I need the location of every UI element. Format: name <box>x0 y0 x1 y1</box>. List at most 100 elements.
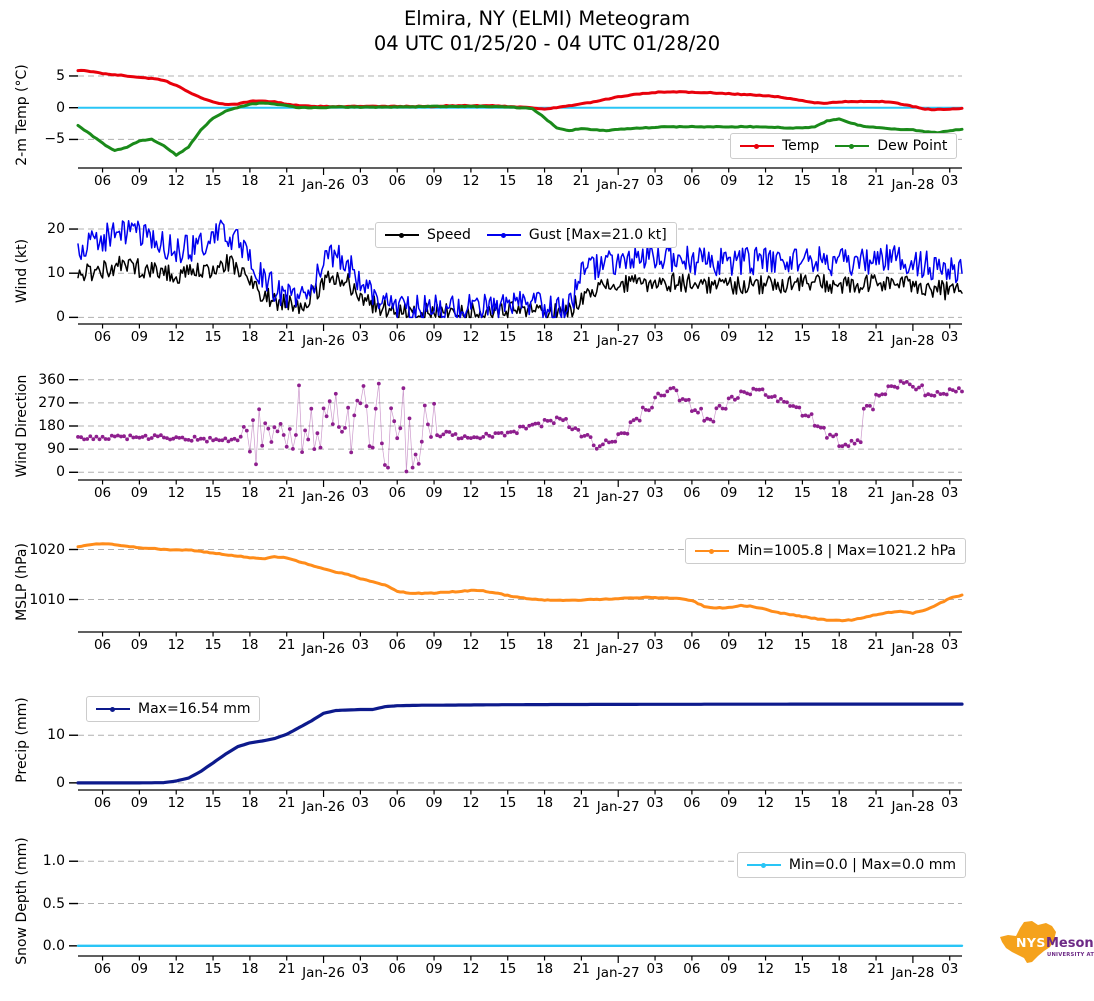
legend-item: Gust [Max=21.0 kt] <box>486 227 667 243</box>
x-tick-label: 09 <box>130 961 148 977</box>
legend-swatch <box>835 144 870 149</box>
legend-label: Gust [Max=21.0 kt] <box>528 227 667 243</box>
x-tick-label: 21 <box>867 329 885 345</box>
x-tick-label: 06 <box>683 485 701 501</box>
x-tick-label: Jan-28 <box>891 965 935 981</box>
logo-nys-text: NYS <box>1016 935 1046 950</box>
x-tick-label: 15 <box>204 173 222 189</box>
x-tick-label: 09 <box>720 329 738 345</box>
x-tick-label: Jan-27 <box>596 641 640 657</box>
x-tick-label: 06 <box>93 329 112 345</box>
x-tick-label: 15 <box>499 485 517 501</box>
x-tick-label: 03 <box>646 485 664 501</box>
x-tick-label: 12 <box>462 329 480 345</box>
x-tick-label: 03 <box>941 637 959 653</box>
x-tick-label: 03 <box>646 173 664 189</box>
x-tick-label: 18 <box>535 795 554 811</box>
x-tick-label: 21 <box>278 173 296 189</box>
y-tick-label: 0 <box>56 774 65 791</box>
x-tick-label: 12 <box>167 485 185 501</box>
x-tick-label: 06 <box>388 961 406 977</box>
legend-precip[interactable]: Max=16.54 mm <box>86 696 261 722</box>
x-tick-label: Jan-27 <box>596 489 640 505</box>
x-tick-label: 15 <box>204 961 222 977</box>
x-tick-label: 21 <box>278 961 296 977</box>
x-tick-label: 06 <box>93 637 112 653</box>
x-tick-label: 18 <box>535 485 554 501</box>
y-tick-label: 1.0 <box>42 853 65 870</box>
x-tick-label: 12 <box>462 485 480 501</box>
x-tick-label: 09 <box>720 961 738 977</box>
y-tick-label: 270 <box>38 394 65 411</box>
x-tick-label: Jan-28 <box>891 641 935 657</box>
x-tick-label: 15 <box>793 173 811 189</box>
x-tick-label: 12 <box>756 961 775 977</box>
x-tick-label: 18 <box>241 173 259 189</box>
legend-label: Dew Point <box>877 138 948 154</box>
y-tick-label: 180 <box>38 418 65 434</box>
x-tick-label: 15 <box>204 485 222 501</box>
x-tick-label: 12 <box>462 795 480 811</box>
x-tick-label: 09 <box>425 795 443 811</box>
x-tick-label: 09 <box>425 961 443 977</box>
x-tick-label: Jan-27 <box>596 799 640 815</box>
x-tick-label: 03 <box>941 173 959 189</box>
x-tick-label: 15 <box>499 637 517 653</box>
x-tick-label: Jan-27 <box>596 177 640 193</box>
x-tick-label: 12 <box>167 637 185 653</box>
x-tick-label: Jan-28 <box>891 177 935 193</box>
x-tick-label: 12 <box>462 637 480 653</box>
x-tick-label: 21 <box>572 173 590 189</box>
x-tick-label: 09 <box>130 329 148 345</box>
x-tick-label: Jan-26 <box>302 333 345 349</box>
x-tick-label: 15 <box>793 637 811 653</box>
legend-item: Min=1005.8 | Max=1021.2 hPa <box>695 543 956 559</box>
legend-label: Min=0.0 | Max=0.0 mm <box>788 857 956 873</box>
legend-label: Max=16.54 mm <box>138 701 251 717</box>
x-tick-label: 15 <box>499 795 517 811</box>
legend-temperature[interactable]: Temp Dew Point <box>730 133 958 159</box>
x-tick-label: 12 <box>756 795 775 811</box>
legend-swatch <box>385 233 419 238</box>
x-tick-label: 06 <box>93 485 112 501</box>
x-tick-label: 15 <box>204 637 222 653</box>
x-tick-label: 18 <box>535 329 554 345</box>
x-tick-label: 21 <box>867 637 885 653</box>
x-tick-label: 06 <box>388 485 406 501</box>
x-tick-label: Jan-26 <box>302 799 345 815</box>
legend-wind[interactable]: Speed Gust [Max=21.0 kt] <box>375 222 677 248</box>
x-tick-label: Jan-28 <box>891 333 935 349</box>
x-tick-label: 21 <box>278 795 296 811</box>
x-tick-label: 06 <box>683 173 701 189</box>
x-tick-label: 06 <box>683 329 701 345</box>
legend-snow_depth[interactable]: Min=0.0 | Max=0.0 mm <box>736 852 966 878</box>
x-tick-label: 18 <box>241 637 259 653</box>
x-tick-label: 15 <box>793 329 811 345</box>
y-tick-label: 10 <box>47 727 65 744</box>
x-tick-label: 09 <box>425 637 443 653</box>
x-tick-label: Jan-26 <box>302 965 345 981</box>
y-tick-label: 90 <box>47 441 65 458</box>
x-tick-label: 12 <box>462 173 480 189</box>
legend-item: Dew Point <box>835 138 947 154</box>
x-tick-label: 03 <box>351 485 369 501</box>
page-title: Elmira, NY (ELMI) Meteogram 04 UTC 01/25… <box>373 7 721 55</box>
x-tick-label: 03 <box>646 961 664 977</box>
x-tick-label: 18 <box>830 795 848 811</box>
x-tick-label: Jan-27 <box>596 333 640 349</box>
x-tick-label: 09 <box>425 329 443 345</box>
x-tick-label: 12 <box>756 329 775 345</box>
x-tick-label: 03 <box>646 795 664 811</box>
logo-mesonet-text: Mesonet <box>1046 936 1094 951</box>
legend-mslp[interactable]: Min=1005.8 | Max=1021.2 hPa <box>685 538 966 564</box>
y-tick-label: 1020 <box>29 541 65 558</box>
x-tick-label: 06 <box>388 173 406 189</box>
x-tick-label: 03 <box>941 485 959 501</box>
x-tick-label: 12 <box>462 961 480 977</box>
x-tick-label: 03 <box>351 173 369 189</box>
y-tick-label: 5 <box>56 67 65 84</box>
y-tick-label: 360 <box>38 371 65 388</box>
x-tick-label: 03 <box>351 329 369 345</box>
